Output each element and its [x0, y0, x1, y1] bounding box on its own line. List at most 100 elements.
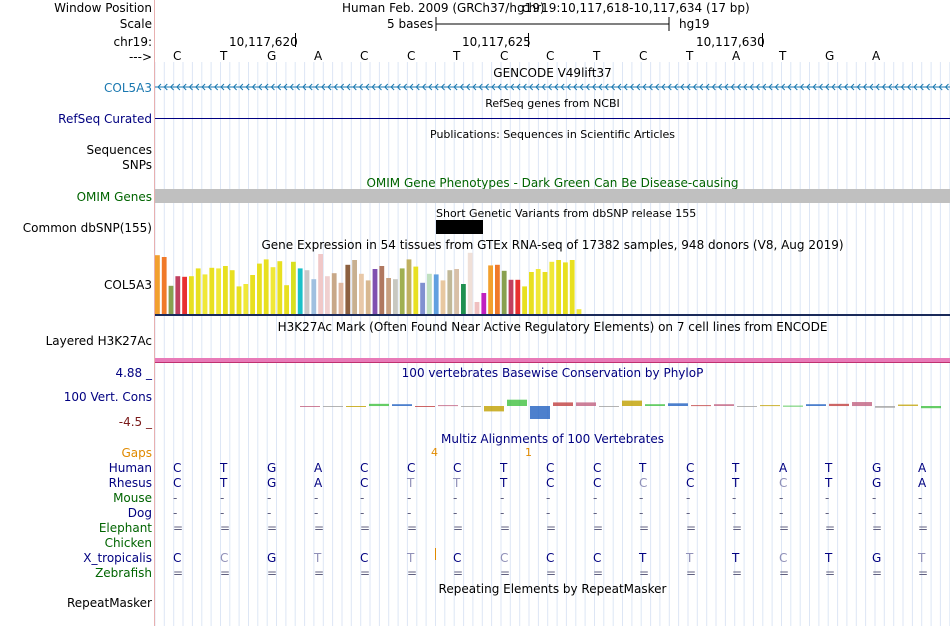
gtex-tissue-bar	[291, 261, 296, 314]
strand-chevron	[598, 83, 603, 91]
publications-label-snps[interactable]: SNPs	[122, 158, 152, 172]
alignment-base: =	[220, 566, 231, 580]
sequence-base: C	[546, 49, 555, 63]
cons-wiggle[interactable]	[155, 395, 950, 419]
sequence-base: C	[407, 49, 416, 63]
strand-chevron	[925, 83, 930, 91]
alignment-base: =	[639, 566, 650, 580]
gtex-tissue-bar	[372, 269, 378, 314]
alignment-base: -	[173, 506, 178, 520]
gtex-tissue-bar	[236, 286, 242, 314]
gap-mark-1: 4	[431, 446, 438, 459]
species-label[interactable]: Human	[108, 461, 152, 475]
gtex-tissue-bar	[155, 255, 160, 314]
species-label[interactable]: Rhesus	[108, 476, 152, 490]
gtex-tissue-bar	[297, 268, 303, 314]
strand-chevron	[434, 83, 439, 91]
h3k27ac-signal[interactable]	[155, 358, 950, 363]
strand-chevron	[566, 83, 571, 91]
gtex-tissue-bar	[338, 282, 344, 314]
strand-chevron	[402, 83, 408, 91]
alignment-base: =	[918, 566, 929, 580]
refseq-label[interactable]: RefSeq Curated	[58, 112, 152, 126]
gencode-gene-model[interactable]	[155, 80, 950, 94]
gtex-tissue-bar	[461, 284, 466, 314]
refseq-gene-line[interactable]	[155, 118, 950, 119]
cons-label[interactable]: 100 Vert. Cons	[63, 390, 152, 404]
alignment-base: -	[686, 491, 691, 505]
gtex-tissue-bar	[182, 276, 187, 314]
strand-chevron	[692, 83, 697, 91]
chrom-label: chr19:	[113, 35, 152, 49]
gencode-title: GENCODE V49lift37	[493, 66, 612, 80]
strand-chevron	[491, 83, 496, 91]
alignment-base: -	[173, 491, 178, 505]
alignment-base: =	[267, 521, 278, 535]
strand-chevron	[919, 83, 924, 91]
alignment-base: -	[500, 506, 505, 520]
alignment-base: C	[360, 476, 369, 490]
strand-chevron	[428, 83, 433, 91]
strand-chevron	[617, 83, 622, 91]
gtex-tissue-bar	[379, 266, 385, 314]
strand-chevron	[333, 83, 338, 91]
coord-3: 10,117,630	[696, 35, 765, 49]
alignment-base: =	[779, 521, 790, 535]
alignment-base: -	[779, 491, 784, 505]
species-label[interactable]: Dog	[127, 506, 152, 520]
coord-2-tick	[528, 33, 529, 47]
sequence-base: T	[220, 49, 228, 63]
strand-chevron	[547, 83, 552, 91]
dbsnp-label[interactable]: Common dbSNP(155)	[22, 221, 152, 235]
alignment-base: -	[918, 491, 923, 505]
gtex-tissue-bar	[216, 268, 221, 314]
alignment-base: C	[593, 551, 602, 565]
alignment-base: =	[360, 521, 371, 535]
alignment-base: T	[639, 461, 647, 475]
strand-chevron	[440, 83, 445, 91]
alignment-base: -	[918, 506, 923, 520]
publications-label-sequences[interactable]: Sequences	[86, 143, 152, 157]
gencode-gene-label[interactable]: COL5A3	[104, 81, 152, 95]
species-label[interactable]: Chicken	[104, 536, 152, 550]
alignment-base: =	[825, 521, 836, 535]
gtex-bar-chart[interactable]	[155, 252, 950, 316]
alignment-base: C	[453, 461, 462, 475]
alignment-base: -	[593, 491, 598, 505]
sequence-base: A	[314, 49, 323, 63]
cons-segment	[645, 404, 665, 406]
cons-segment	[691, 405, 711, 407]
gtex-label[interactable]: COL5A3	[104, 278, 152, 292]
strand-chevron	[686, 83, 691, 91]
alignment-base: C	[686, 476, 695, 490]
species-label[interactable]: Elephant	[98, 521, 152, 535]
alignment-base: C	[546, 461, 555, 475]
repeatmasker-label[interactable]: RepeatMasker	[66, 596, 152, 610]
omim-label[interactable]: OMIM Genes	[76, 190, 152, 204]
dbsnp-variant[interactable]	[436, 220, 483, 234]
strand-chevron	[944, 83, 949, 91]
alignment-base: -	[732, 491, 737, 505]
sequence-base: T	[686, 49, 694, 63]
h3k27ac-label[interactable]: Layered H3K27Ac	[45, 334, 152, 348]
gtex-tissue-bar	[352, 260, 357, 314]
gtex-tissue-bar	[168, 285, 174, 314]
alignment-base: =	[500, 521, 511, 535]
sequence-base: C	[173, 49, 182, 63]
gtex-tissue-bar	[195, 268, 201, 314]
coord-2: 10,117,625	[462, 35, 531, 49]
strand-chevron	[642, 83, 647, 91]
strand-chevron	[169, 83, 174, 91]
strand-chevron	[409, 83, 414, 91]
gtex-tissue-bar	[474, 302, 480, 314]
omim-gene-bar[interactable]	[155, 189, 950, 203]
species-label[interactable]: Zebrafish	[95, 566, 152, 580]
alignment-base: -	[732, 506, 737, 520]
alignment-base: -	[546, 491, 551, 505]
gtex-tissue-bar	[569, 260, 575, 314]
strand-chevron	[327, 83, 332, 91]
strand-chevron	[579, 83, 584, 91]
species-label[interactable]: Mouse	[113, 491, 152, 505]
species-label[interactable]: X_tropicalis	[83, 551, 152, 565]
